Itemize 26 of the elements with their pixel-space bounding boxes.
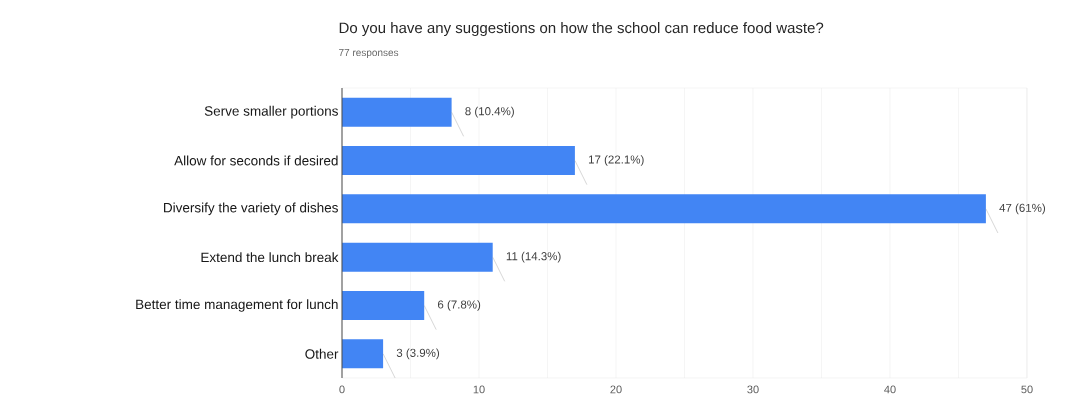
y-tick-label: Serve smaller portions xyxy=(204,105,338,119)
x-tick-label: 0 xyxy=(339,385,345,394)
x-tick-label: 10 xyxy=(473,385,485,394)
y-tick-label: Allow for seconds if desired xyxy=(174,155,338,166)
y-tick-label: Extend the lunch break xyxy=(201,252,339,263)
x-tick-label: 30 xyxy=(747,385,759,394)
bar xyxy=(342,339,384,369)
x-tick-label: 50 xyxy=(1021,385,1033,394)
data-label: 47 (61%) xyxy=(999,203,1046,215)
data-label: 17 (22.1%) xyxy=(588,155,644,166)
bar xyxy=(342,290,425,320)
data-label: 3 (3.9%) xyxy=(396,348,440,360)
chart-subtitle: 77 responses xyxy=(339,49,399,59)
bar xyxy=(342,146,575,175)
x-tick-label: 20 xyxy=(610,385,622,394)
y-tick-label: Better time management for lunch xyxy=(136,299,338,312)
bar xyxy=(342,194,986,224)
bar xyxy=(342,242,493,272)
data-label: 6 (7.8%) xyxy=(437,300,481,311)
bar xyxy=(342,97,452,127)
chart-title: Do you have any suggestions on how the school can reduce food waste? xyxy=(339,22,824,37)
data-label: 8 (10.4%) xyxy=(465,106,514,118)
y-tick-label: Other xyxy=(305,348,339,359)
x-tick-label: 40 xyxy=(884,385,896,394)
y-tick-label: Diversify the variety of dishes xyxy=(164,202,338,216)
data-label: 11 (14.3%) xyxy=(506,251,561,263)
